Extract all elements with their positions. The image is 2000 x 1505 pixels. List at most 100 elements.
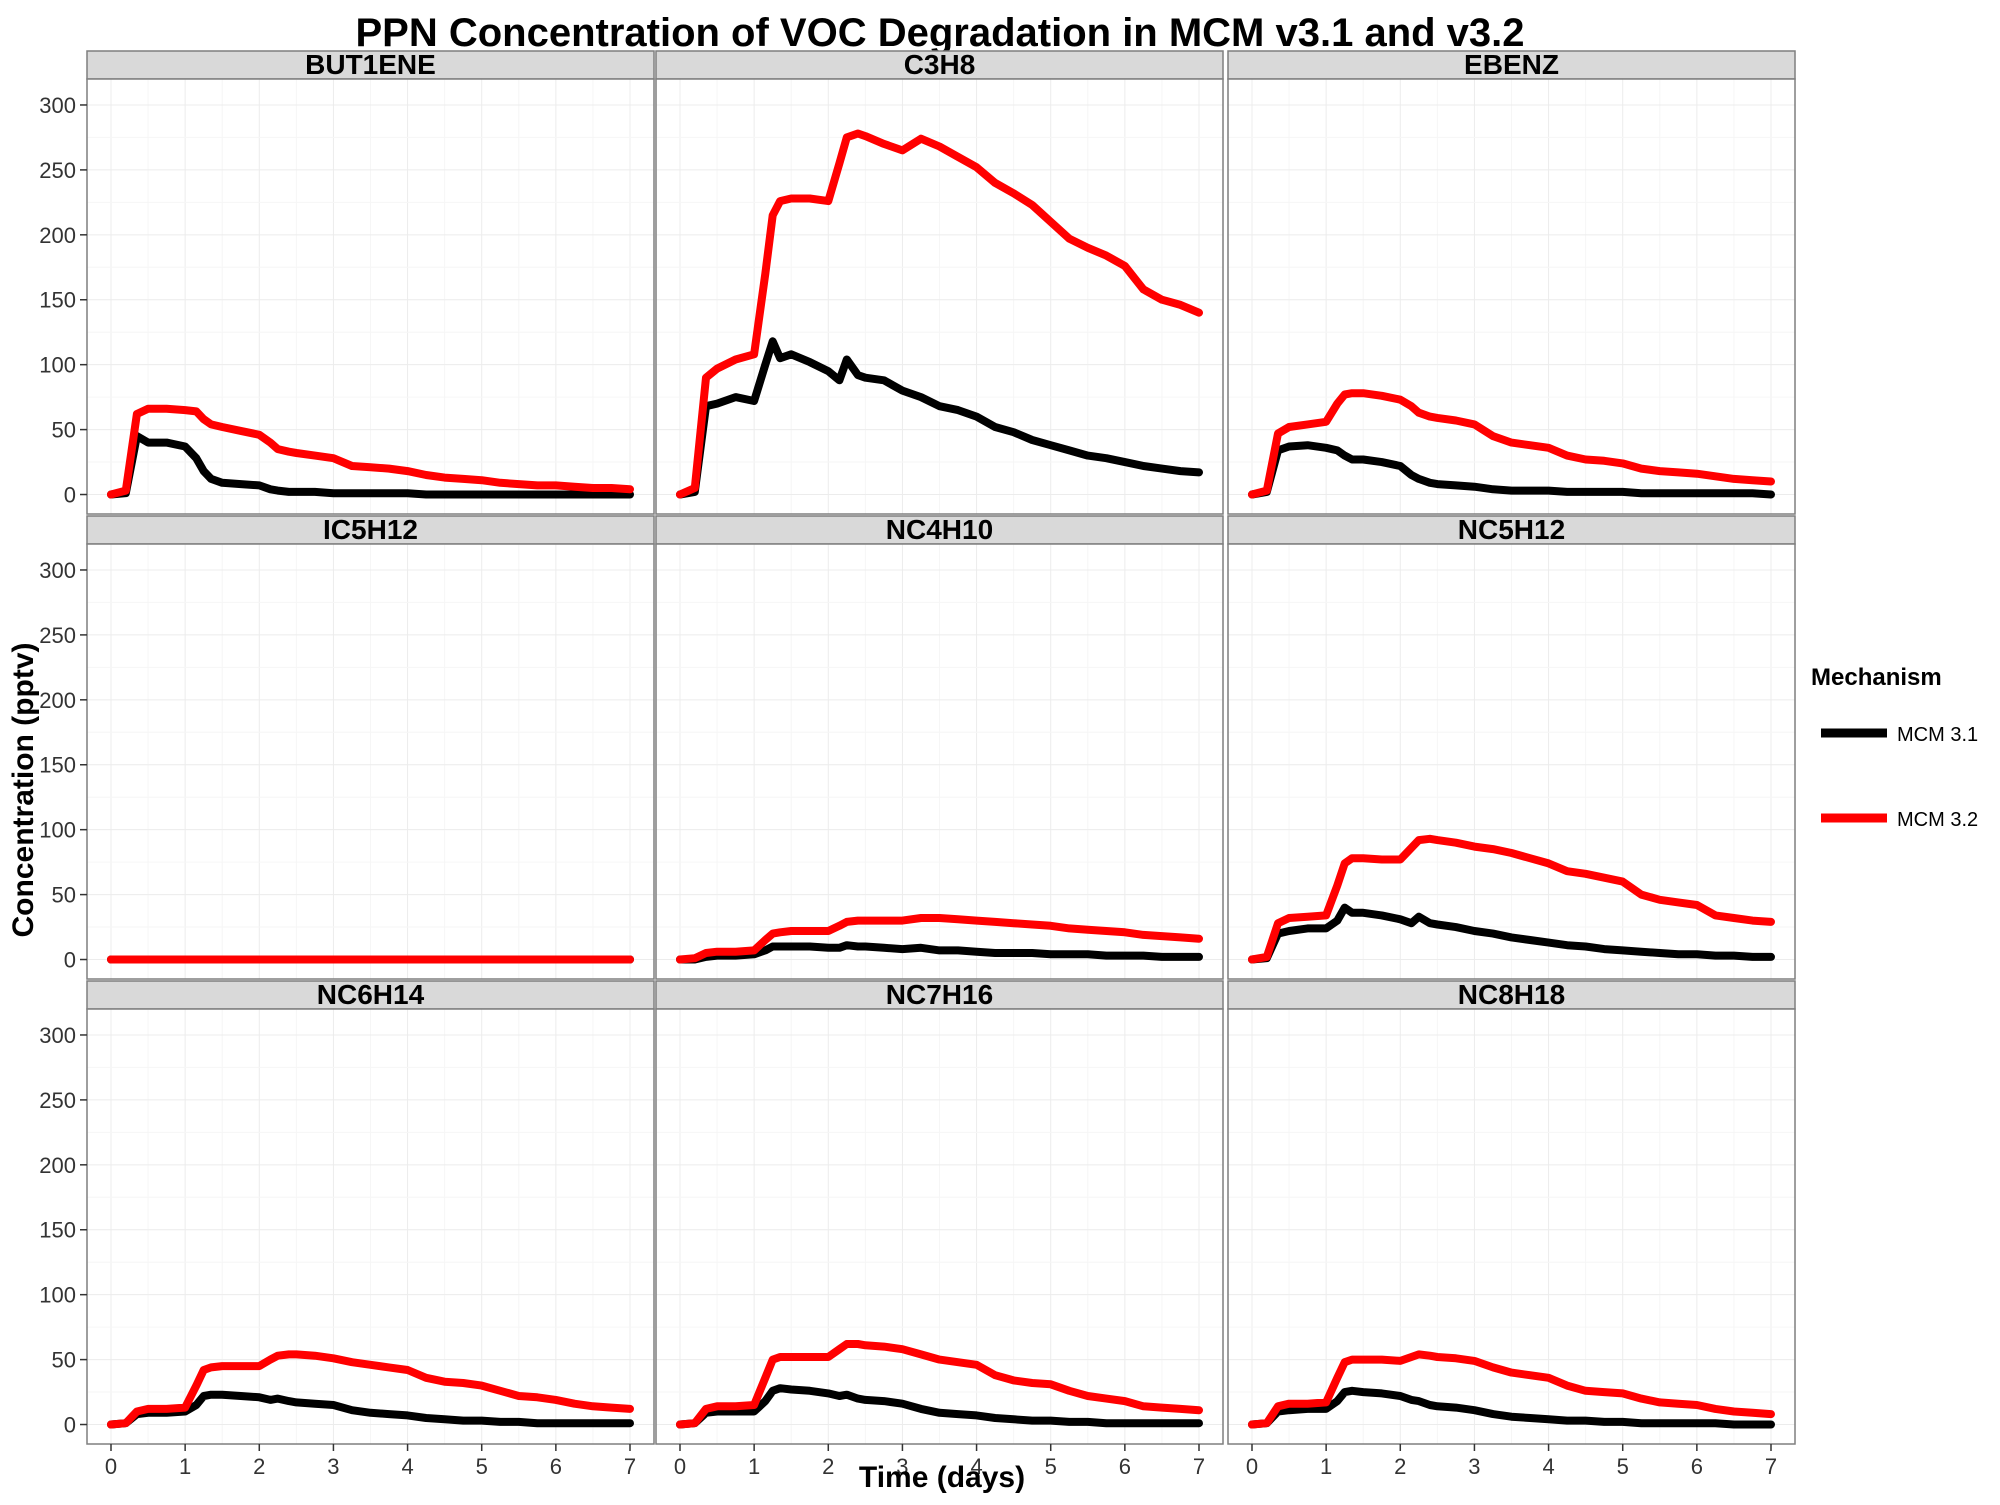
series-line-mcm31: [1248, 1386, 1775, 1429]
y-tick-label: 100: [39, 353, 76, 378]
legend-title: Mechanism: [1811, 664, 1942, 691]
x-tick-label: 3: [896, 1454, 908, 1479]
x-tick-label: 1: [1320, 1454, 1332, 1479]
facet-panel-c3h8: C3H8: [655, 49, 1224, 515]
y-tick-label: 50: [52, 418, 76, 443]
facet-border: [1227, 543, 1796, 980]
y-tick-label: 300: [39, 558, 76, 583]
y-tick-label: 250: [39, 158, 76, 183]
series-line-mcm32: [1248, 1350, 1775, 1429]
legend: Mechanism MCM 3.1 MCM 3.2: [1811, 664, 1978, 831]
series-line-mcm31: [1248, 903, 1775, 964]
facet-border: [86, 78, 655, 515]
facet-border: [1227, 1008, 1796, 1445]
y-tick-label: 300: [39, 93, 76, 118]
y-tick-label: 200: [39, 223, 76, 248]
series-line-mcm31: [1248, 441, 1775, 499]
facet-strip: [1227, 515, 1796, 545]
x-tick-label: 5: [476, 1454, 488, 1479]
facet-strip: [655, 515, 1224, 545]
x-tick-label: 0: [105, 1454, 117, 1479]
facet-strip-label: NC4H10: [886, 514, 993, 545]
x-tick-label: 2: [253, 1454, 265, 1479]
y-tick-label: 100: [39, 818, 76, 843]
facet-panel-nc5h12: NC5H12: [1227, 514, 1796, 980]
facet-panel-ebenz: EBENZ: [1227, 49, 1796, 515]
x-tick-label: 5: [1617, 1454, 1629, 1479]
y-tick-label: 150: [39, 288, 76, 313]
facet-border: [86, 1008, 655, 1445]
y-tick-label: 100: [39, 1283, 76, 1308]
facet-strip-label: C3H8: [904, 49, 976, 80]
facet-panel-ic5h12: IC5H12 0 50 100 150 200 250 300: [39, 514, 655, 980]
y-tick-label: 150: [39, 753, 76, 778]
legend-label-mcm32: MCM 3.2: [1897, 809, 1978, 831]
y-tick-label: 150: [39, 1218, 76, 1243]
x-tick-label: 3: [327, 1454, 339, 1479]
y-tick-label: 0: [64, 483, 76, 508]
series-line-mcm31: [676, 337, 1203, 499]
y-tick-label: 300: [39, 1023, 76, 1048]
y-tick-label: 0: [64, 1413, 76, 1438]
facet-panel-but1ene: BUT1ENE 0 50 100 150 200 250 300: [39, 49, 655, 515]
facet-strip: [655, 50, 1224, 80]
y-tick-label: 250: [39, 1088, 76, 1113]
facet-panel-nc4h10: NC4H10: [655, 514, 1224, 980]
x-tick-label: 7: [1765, 1454, 1777, 1479]
facet-border: [655, 543, 1224, 980]
x-tick-label: 0: [674, 1454, 686, 1479]
series-line-mcm32: [1248, 834, 1775, 964]
x-tick-label: 4: [1542, 1454, 1554, 1479]
facet-strip: [1227, 980, 1796, 1010]
facet-strip-label: NC5H12: [1458, 514, 1565, 545]
y-tick-label: 0: [64, 948, 76, 973]
x-tick-label: 1: [179, 1454, 191, 1479]
y-tick-label: 200: [39, 1153, 76, 1178]
x-tick-label: 6: [550, 1454, 562, 1479]
facet-strip: [86, 515, 655, 545]
series-line-mcm31: [107, 1390, 634, 1429]
x-tick-label: 2: [1394, 1454, 1406, 1479]
x-tick-label: 3: [1468, 1454, 1480, 1479]
x-tick-label: 6: [1691, 1454, 1703, 1479]
legend-label-mcm31: MCM 3.1: [1897, 724, 1978, 746]
y-tick-label: 200: [39, 688, 76, 713]
y-axis-title: Concentration (pptv): [7, 643, 40, 938]
y-tick-label: 50: [52, 883, 76, 908]
chart-title: PPN Concentration of VOC Degradation in …: [355, 11, 1524, 55]
x-tick-label: 7: [624, 1454, 636, 1479]
x-tick-label: 4: [401, 1454, 413, 1479]
y-tick-label: 50: [52, 1348, 76, 1373]
facet-strip-label: NC8H18: [1458, 979, 1565, 1010]
facet-strip-label: EBENZ: [1464, 49, 1559, 80]
x-tick-label: 0: [1246, 1454, 1258, 1479]
series-line-mcm32: [676, 1340, 1203, 1429]
x-tick-label: 4: [970, 1454, 982, 1479]
x-tick-label: 7: [1193, 1454, 1205, 1479]
facet-strip-label: NC7H16: [886, 979, 993, 1010]
series-line-mcm31: [676, 941, 1203, 964]
series-line-mcm32: [1248, 389, 1775, 499]
facet-border: [655, 78, 1224, 515]
series-line-mcm31: [107, 432, 634, 499]
series-line-mcm32: [676, 914, 1203, 964]
series-line-mcm32: [107, 1350, 634, 1429]
facet-strip: [1227, 50, 1796, 80]
facet-strip-label: NC6H14: [317, 979, 425, 1010]
facet-border: [86, 543, 655, 980]
x-axis-title: Time (days): [859, 1461, 1025, 1494]
series-line-mcm31: [676, 1384, 1203, 1429]
series-line-mcm32: [107, 404, 634, 499]
facet-panel-nc8h18: NC8H18 0 1 2 3 4 5 6 7: [1227, 979, 1796, 1479]
x-tick-label: 6: [1119, 1454, 1131, 1479]
x-tick-label: 5: [1045, 1454, 1057, 1479]
facet-panel-nc6h14: NC6H14 0 50 100 150 200 250 300 0 1 2 3 4 5 6 7: [39, 979, 655, 1479]
x-tick-label: 2: [822, 1454, 834, 1479]
y-tick-label: 250: [39, 623, 76, 648]
x-tick-label: 1: [748, 1454, 760, 1479]
facet-panel-nc7h16: NC7H16 0 1 2 3 4 5 6 7: [655, 979, 1224, 1479]
facet-border: [655, 1008, 1224, 1445]
